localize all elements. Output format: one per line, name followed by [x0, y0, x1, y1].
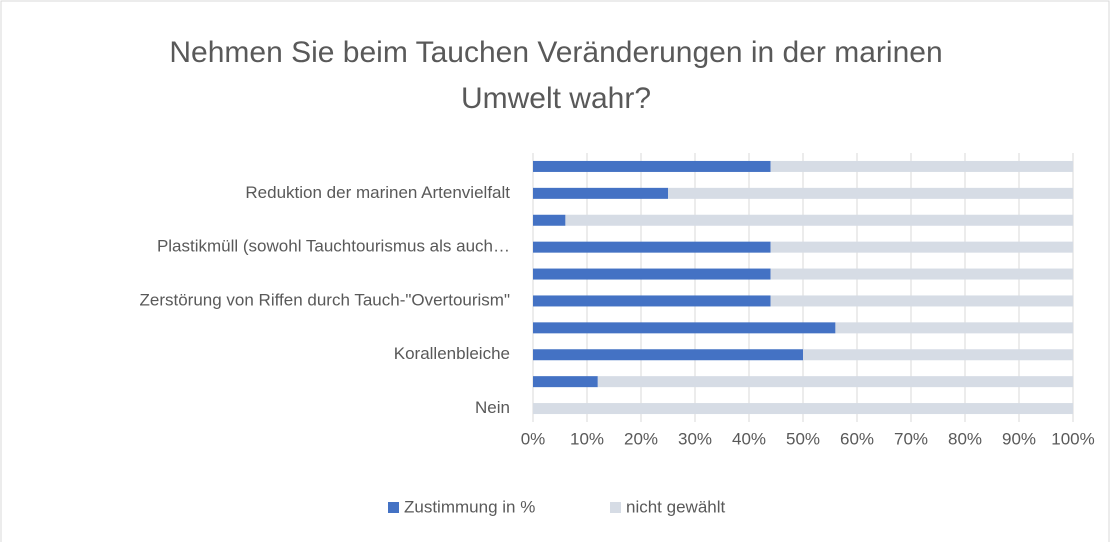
bar-segment — [533, 268, 771, 280]
bar-segment — [597, 376, 1073, 388]
chart-title: Nehmen Sie beim Tauchen Veränderungen in… — [169, 36, 943, 115]
x-tick-label: 60% — [840, 429, 874, 448]
x-tick-label: 10% — [570, 429, 604, 448]
legend-label: nicht gewählt — [626, 497, 726, 516]
bar-segment — [533, 214, 566, 226]
x-tick-label: 40% — [732, 429, 766, 448]
bar-segment — [533, 160, 771, 172]
x-tick-label: 30% — [678, 429, 712, 448]
bar-segment — [835, 322, 1073, 334]
y-tick-label: Reduktion der marinen Artenvielfalt — [245, 183, 510, 202]
bar-segment — [533, 187, 668, 199]
bar-segment — [770, 295, 1073, 307]
y-tick-label: Korallenbleiche — [394, 344, 510, 363]
x-tick-label: 70% — [894, 429, 928, 448]
x-tick-label: 90% — [1002, 429, 1036, 448]
legend-swatch — [610, 502, 621, 513]
bar-segment — [533, 322, 836, 334]
legend-swatch — [388, 502, 399, 513]
y-tick-label: Plastikmüll (sowohl Tauchtourismus als a… — [157, 237, 510, 256]
y-tick-label: Nein — [475, 398, 510, 417]
bar-segment — [803, 349, 1073, 361]
y-tick-label: Zerstörung von Riffen durch Tauch-"Overt… — [140, 290, 511, 309]
bar-segment — [668, 187, 1073, 199]
x-tick-label: 100% — [1051, 429, 1094, 448]
bar-segment — [565, 214, 1073, 226]
bar-segment — [533, 295, 771, 307]
x-tick-label: 80% — [948, 429, 982, 448]
x-tick-label: 0% — [521, 429, 546, 448]
bar-segment — [533, 403, 1073, 415]
x-tick-label: 50% — [786, 429, 820, 448]
bar-segment — [533, 376, 598, 388]
x-tick-label: 20% — [624, 429, 658, 448]
bar-segment — [533, 349, 803, 361]
bar-segment — [770, 241, 1073, 253]
bar-segment — [770, 268, 1073, 280]
bar-segment — [770, 160, 1073, 172]
bar-segment — [533, 241, 771, 253]
legend-label: Zustimmung in % — [404, 497, 535, 516]
